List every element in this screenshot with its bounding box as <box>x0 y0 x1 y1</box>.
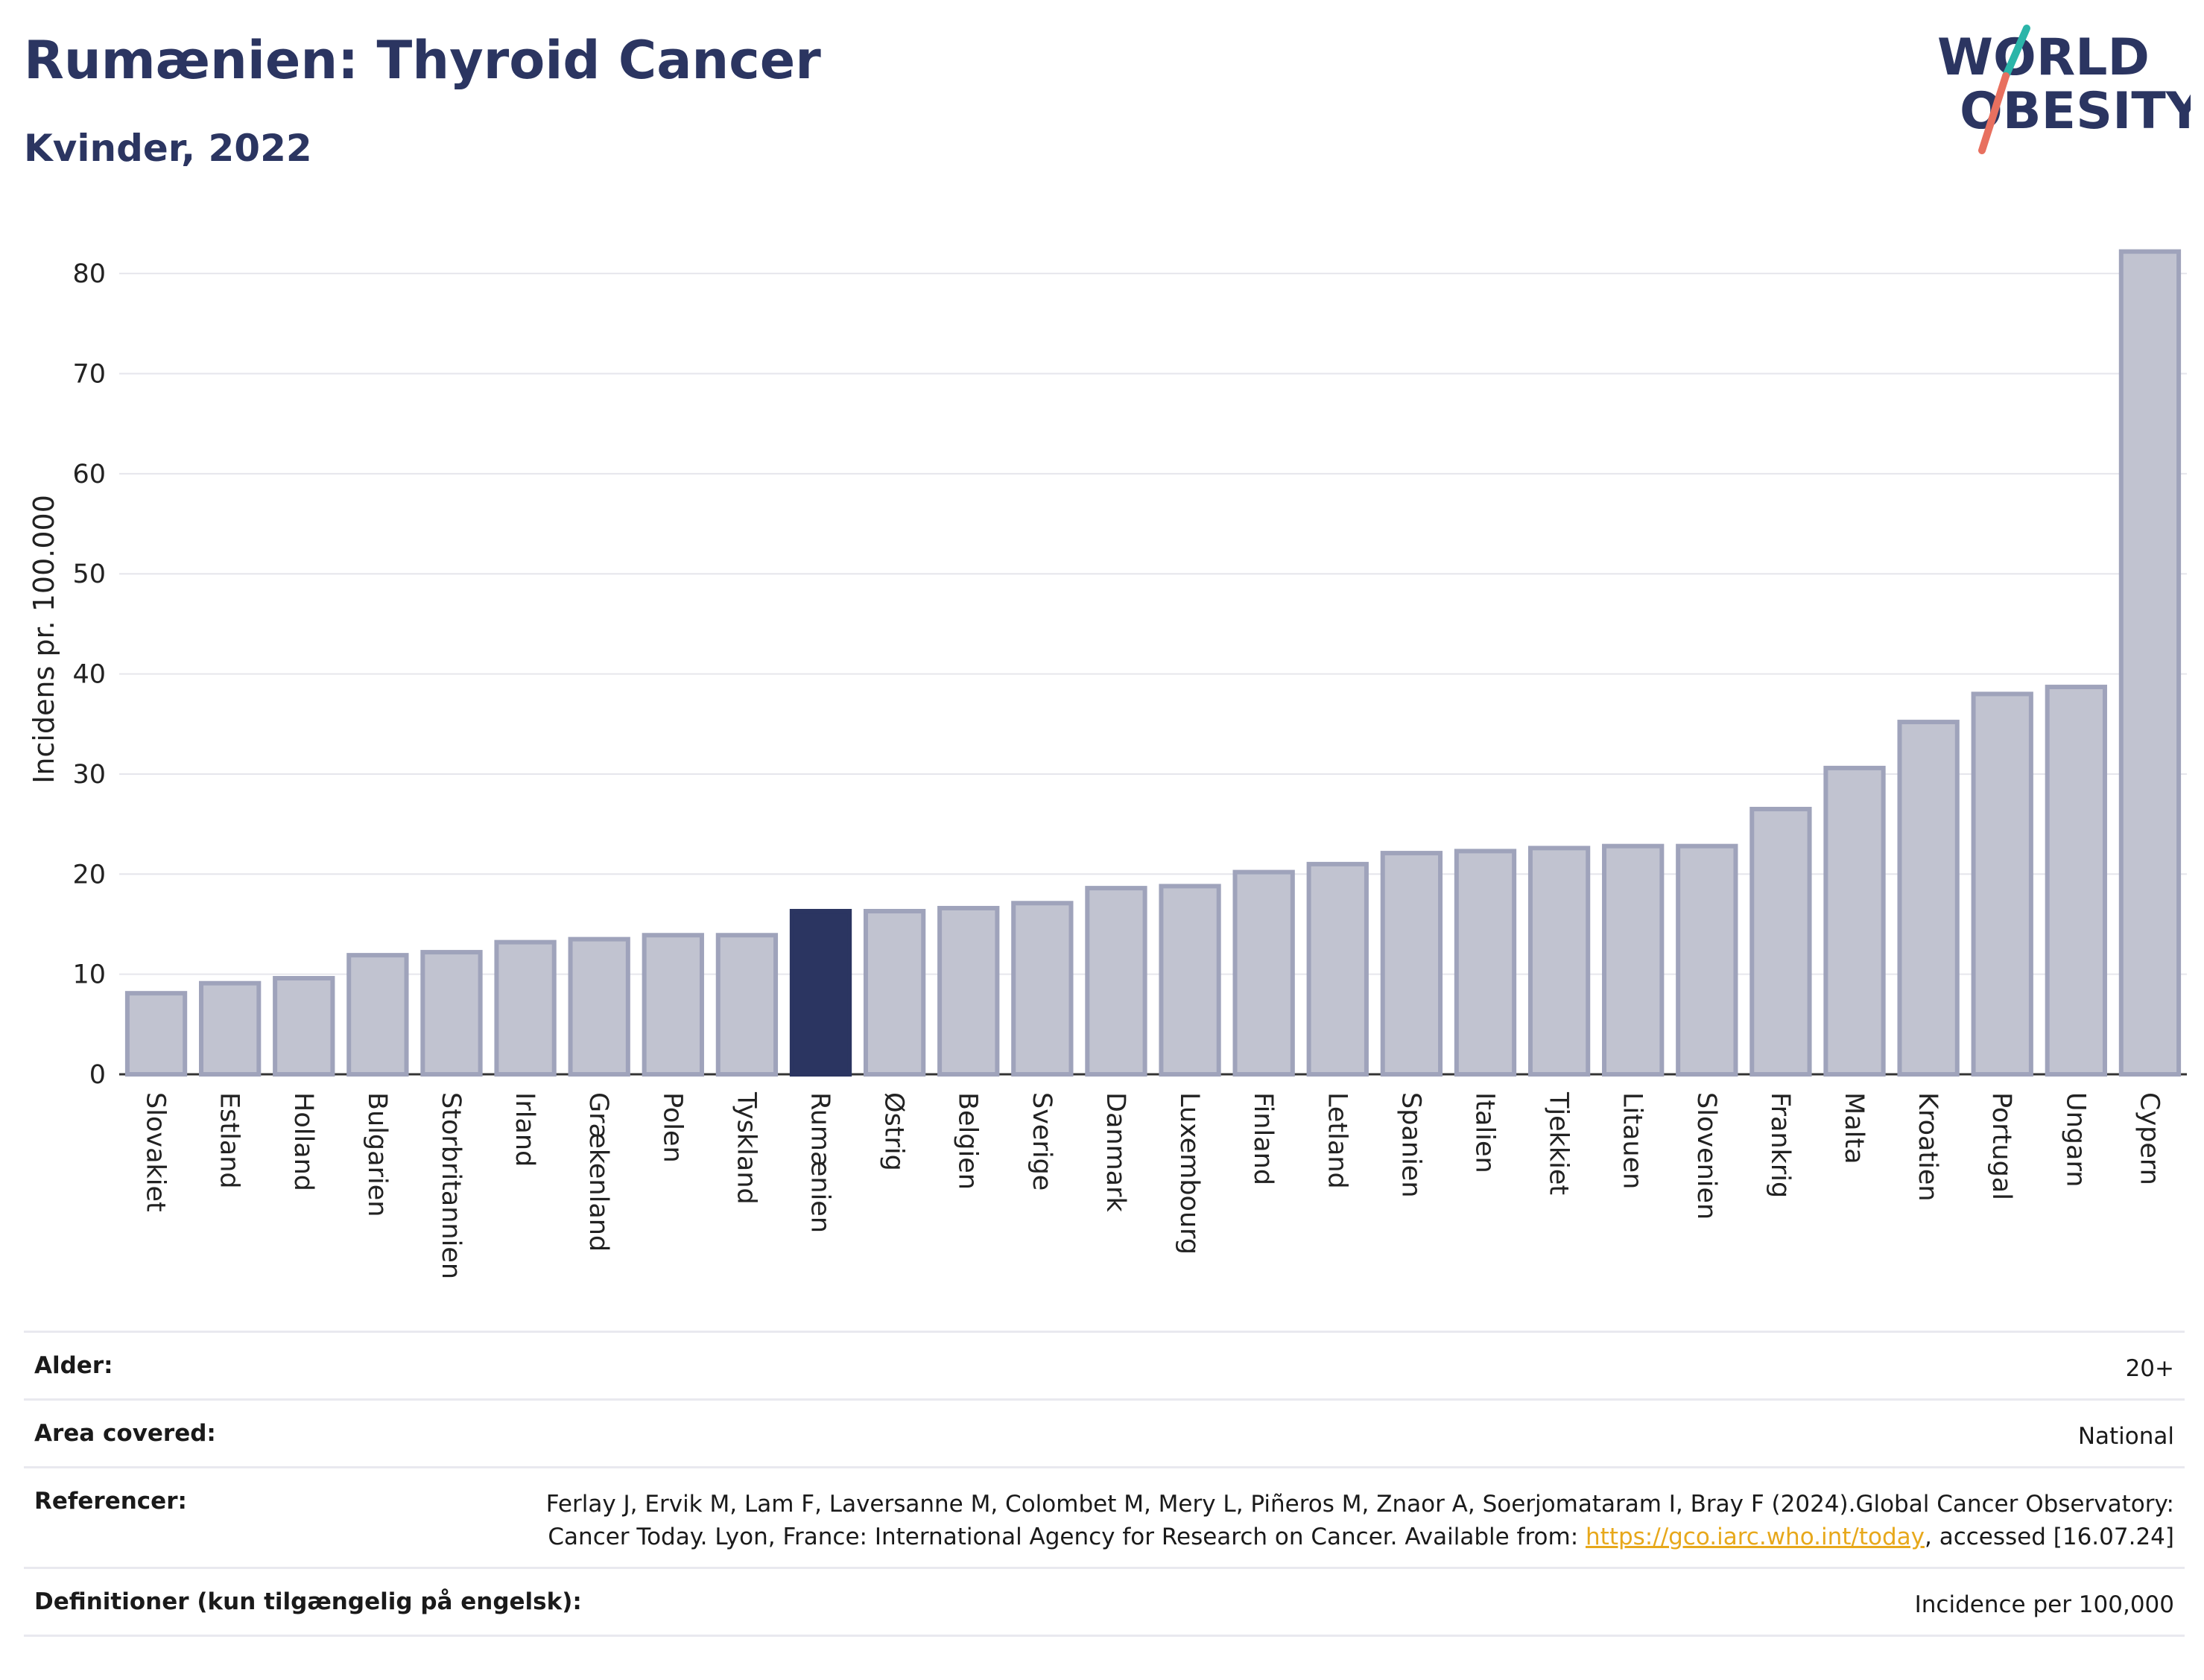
bar-Slovakiet[interactable] <box>124 991 188 1077</box>
bar-Polen[interactable] <box>642 933 704 1077</box>
x-tick-label: Tjekkiet <box>1544 1091 1574 1195</box>
bar-Tjekkiet[interactable] <box>1527 846 1591 1077</box>
x-tick-label: Slovenien <box>1691 1092 1721 1220</box>
x-tick-label: Bulgarien <box>362 1092 392 1217</box>
reference-link[interactable]: https://gco.iarc.who.int/today <box>1586 1524 1925 1550</box>
bar-Malta[interactable] <box>1823 765 1886 1077</box>
x-tick-label: Storbritannien <box>436 1092 466 1279</box>
meta-value: Incidence per 100,000 <box>1914 1591 2174 1618</box>
x-tick-label: Danmark <box>1101 1092 1130 1213</box>
bar-Frankrig[interactable] <box>1749 806 1812 1077</box>
meta-row-definitions: Definitioner (kun tilgængelig på engelsk… <box>24 1567 2185 1637</box>
x-tick-label: Ungarn <box>2060 1092 2090 1187</box>
x-tick-labels: Slovakiet Estland Holland Bulgarien Storbrit… <box>141 1091 2165 1279</box>
x-tick-label: Kroatien <box>1913 1092 1942 1202</box>
x-tick-label: Spanien <box>1396 1092 1425 1198</box>
bar-Holland[interactable] <box>273 976 335 1077</box>
y-tick-label: 60 <box>72 460 106 489</box>
x-tick-label: Luxembourg <box>1174 1092 1204 1255</box>
world-obesity-logo: WORLD OBESITY <box>1937 25 2191 154</box>
meta-row-area: Area covered: National <box>24 1398 2185 1466</box>
bar-Kroatien[interactable] <box>1897 720 1960 1077</box>
bar-Østrig[interactable] <box>863 909 926 1077</box>
y-tick-label: 80 <box>72 259 106 289</box>
y-axis-label: Incidens pr. 100.000 <box>28 495 60 784</box>
x-tick-label: Rumænien <box>805 1092 835 1233</box>
bar-chart: 0 10 20 30 40 50 60 70 80 Slovakiet Estland Hollan… <box>28 249 2187 1279</box>
y-tick-label: 50 <box>72 560 106 589</box>
meta-label: Referencer: <box>34 1488 187 1515</box>
x-tick-label: Letland <box>1322 1092 1352 1189</box>
bar-Sverige[interactable] <box>1011 901 1074 1077</box>
bar-Italien[interactable] <box>1454 849 1517 1077</box>
bar-Belgien[interactable] <box>937 905 1000 1077</box>
y-tick-label: 30 <box>72 760 106 790</box>
bar-Finland[interactable] <box>1232 869 1295 1077</box>
meta-row-age: Alder: 20+ <box>24 1331 2185 1398</box>
meta-value: Ferlay J, Ervik M, Lam F, Laversanne M, … <box>535 1488 2174 1553</box>
bar-Ungarn[interactable] <box>2045 685 2107 1077</box>
x-tick-label: Cypern <box>2134 1092 2164 1185</box>
logo-line1: WORLD <box>1937 28 2150 87</box>
logo-slash-coral <box>1978 72 2010 154</box>
x-tick-label: Italien <box>1469 1092 1499 1173</box>
reference-accessed: , accessed [16.07.24] <box>1924 1524 2174 1550</box>
y-tick-label: 0 <box>89 1060 106 1090</box>
bar-Rumænien[interactable] <box>789 909 852 1077</box>
bar-Luxembourg[interactable] <box>1159 884 1221 1077</box>
x-tick-label: Malta <box>1839 1092 1869 1164</box>
bar-Danmark[interactable] <box>1085 886 1147 1077</box>
bar-Portugal[interactable] <box>1971 691 2033 1077</box>
x-tick-label: Litauen <box>1618 1092 1647 1189</box>
meta-row-references: Referencer: Ferlay J, Ervik M, Lam F, La… <box>24 1466 2185 1567</box>
x-tick-label: Grækenland <box>583 1092 613 1252</box>
y-tick-label: 70 <box>72 360 106 390</box>
y-tick-label: 10 <box>72 960 106 990</box>
bar-Bulgarien[interactable] <box>346 953 409 1077</box>
bar-Spanien[interactable] <box>1380 851 1443 1077</box>
x-tick-label: Holland <box>288 1092 318 1191</box>
page-subtitle: Kvinder, 2022 <box>24 127 312 170</box>
meta-label: Definitioner (kun tilgængelig på engelsk… <box>34 1588 582 1615</box>
bar-Letland[interactable] <box>1306 861 1369 1077</box>
bar-Grækenland[interactable] <box>568 936 630 1077</box>
bar-Litauen[interactable] <box>1602 843 1665 1077</box>
x-tick-label: Tyskland <box>731 1091 761 1205</box>
x-tick-label: Polen <box>657 1092 687 1163</box>
meta-value: 20+ <box>2125 1355 2174 1382</box>
x-tick-label: Estland <box>215 1092 244 1189</box>
bar-Tyskland[interactable] <box>715 933 779 1077</box>
y-tick-label: 40 <box>72 660 106 690</box>
x-tick-label: Finland <box>1248 1092 1278 1185</box>
y-tick-label: 20 <box>72 860 106 890</box>
meta-label: Area covered: <box>34 1420 216 1447</box>
y-tick-labels: 0 10 20 30 40 50 60 70 80 <box>72 259 106 1090</box>
meta-label: Alder: <box>34 1352 113 1379</box>
page-title: Rumænien: Thyroid Cancer <box>24 30 821 91</box>
metadata-table: Alder: 20+ Area covered: National Refere… <box>24 1331 2185 1637</box>
x-tick-label: Portugal <box>1986 1092 2016 1200</box>
bar-Cypern[interactable] <box>2118 249 2182 1077</box>
bars <box>124 249 2182 1077</box>
bar-Irland[interactable] <box>494 939 557 1077</box>
x-tick-label: Frankrig <box>1765 1092 1795 1198</box>
reference-text: Ferlay J, Ervik M, Lam F, Laversanne M, … <box>545 1491 2174 1550</box>
x-tick-label: Irland <box>510 1092 539 1167</box>
logo-slash-teal <box>2002 25 2030 80</box>
meta-value: National <box>2077 1423 2174 1450</box>
x-tick-label: Sverige <box>1027 1092 1057 1191</box>
x-tick-label: Østrig <box>879 1092 909 1171</box>
x-tick-label: Belgien <box>953 1092 983 1190</box>
bar-Estland[interactable] <box>199 980 262 1077</box>
x-tick-label: Slovakiet <box>141 1092 171 1212</box>
bar-Storbritannien[interactable] <box>420 950 483 1077</box>
bar-Slovenien[interactable] <box>1676 843 1738 1077</box>
